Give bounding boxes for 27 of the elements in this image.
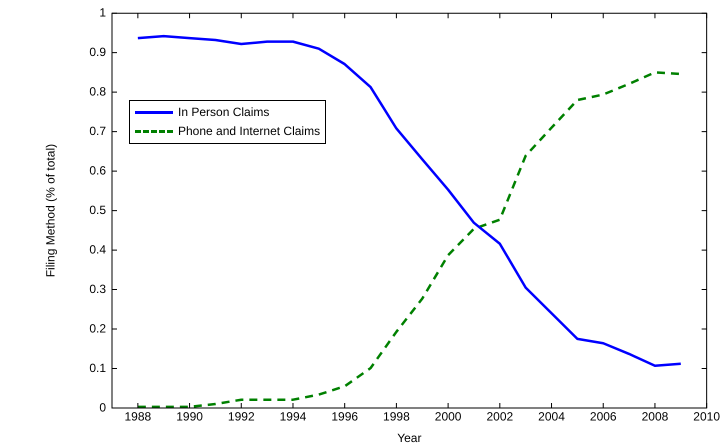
legend-label: Phone and Internet Claims [178, 123, 320, 140]
y-tick-label: 0.8 [89, 84, 106, 98]
x-tick-label: 2006 [590, 410, 617, 424]
x-tick-label: 1996 [331, 410, 358, 424]
x-tick-label: 1988 [124, 410, 152, 424]
y-tick-label: 1 [99, 6, 106, 20]
y-tick-label: 0.3 [89, 282, 106, 296]
legend-label: In Person Claims [178, 104, 270, 122]
y-tick-label: 0.7 [89, 124, 106, 138]
x-tick-label: 2008 [642, 410, 669, 424]
y-tick-label: 0.6 [89, 163, 106, 178]
x-tick-label: 2004 [538, 410, 566, 424]
x-tick-label: 1994 [280, 410, 307, 424]
y-tick-label: 0.4 [89, 242, 106, 256]
y-axis-title: Filing Method (% of total) [44, 144, 58, 278]
y-tick-label: 0.2 [89, 321, 106, 336]
y-tick-label: 0.5 [89, 202, 106, 217]
x-tick-label: 2000 [434, 410, 462, 424]
y-tick-label: 0 [99, 400, 106, 414]
x-axis-title: Year [397, 431, 422, 446]
y-tick-label: 0.1 [89, 360, 106, 375]
x-tick-label: 1998 [383, 410, 410, 424]
x-tick-label: 1990 [176, 410, 204, 424]
y-tick-label: 0.9 [89, 44, 106, 59]
x-tick-label: 2010 [693, 410, 720, 424]
x-tick-label: 2002 [486, 410, 514, 424]
x-tick-label: 1992 [228, 410, 255, 424]
